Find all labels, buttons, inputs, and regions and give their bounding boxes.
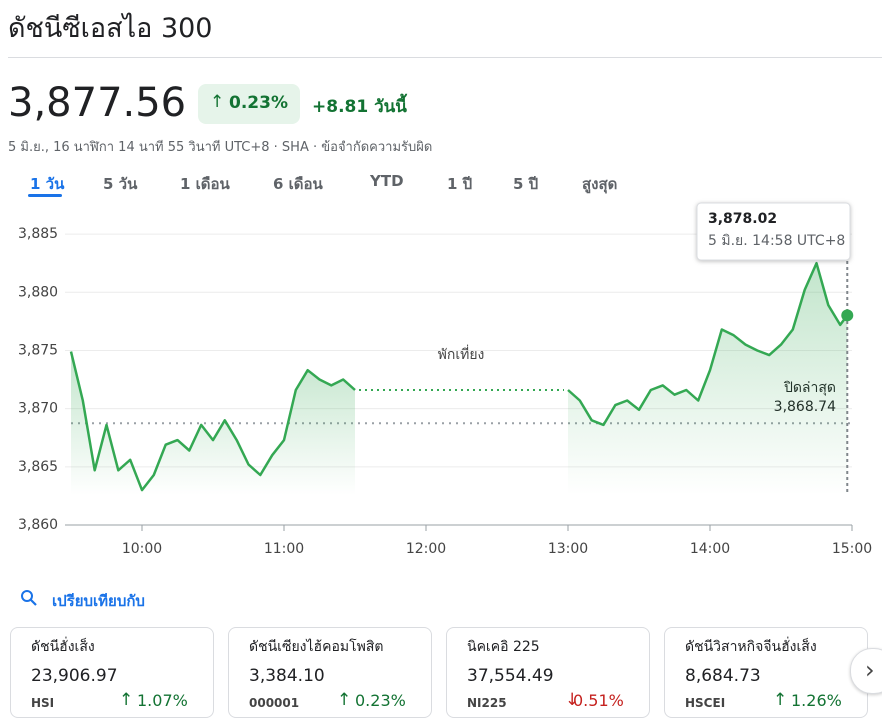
x-tick-label: 11:00 [264, 541, 304, 557]
compare-title[interactable]: เปรียบเทียบกับ [52, 592, 145, 610]
card-arrow: ↑ [337, 690, 352, 710]
tab[interactable]: YTD [370, 172, 404, 190]
y-tick-label: 3,860 [18, 517, 58, 533]
card-change: 0.51% [573, 691, 624, 710]
chart: 3,860 3,865 3,870 3,875 3,880 3,885 10:00 11:00… [18, 202, 872, 557]
y-tick-label: 3,870 [18, 401, 58, 417]
area [71, 351, 355, 495]
tab[interactable]: 1 วัน [30, 175, 65, 193]
tooltip-value: 3,878.02 [708, 211, 777, 227]
card-name: นิคเคอิ 225 [467, 639, 540, 655]
card-price: 8,684.73 [685, 666, 761, 686]
card-code: HSI [31, 696, 55, 710]
card-name: ดัชนีฮั่งเส็ง [31, 639, 95, 655]
y-tick-label: 3,865 [18, 459, 58, 475]
change-badge [198, 84, 300, 124]
card-arrow: ↓ [565, 690, 580, 710]
y-tick-label: 3,875 [18, 342, 58, 358]
card-change: 1.26% [791, 691, 842, 710]
x-tick-label: 13:00 [548, 541, 588, 557]
card-price: 23,906.97 [31, 666, 118, 686]
meta: 5 มิ.ย., 16 นาฬิกา 14 นาที 55 วินาที UTC… [8, 140, 433, 155]
up-arrow: ↑ [210, 92, 225, 112]
y-tick-label: 3,885 [18, 226, 58, 242]
card-name: ดัชนีเซียงไฮ้คอมโพสิต [249, 639, 384, 655]
compare-card[interactable]: ดัชนีฮั่งเส็ง 23,906.97 HSI ↑ 1.07% [10, 627, 214, 718]
compare-card[interactable]: ดัชนีเซียงไฮ้คอมโพสิต 3,384.10 000001 ↑ 0.23… [228, 627, 432, 718]
tab[interactable]: 6 เดือน [273, 175, 323, 193]
change-pct: 0.23% [229, 93, 288, 113]
card-price: 37,554.49 [467, 666, 554, 686]
tab[interactable]: 5 วัน [103, 175, 138, 193]
card-arrow: ↑ [773, 690, 788, 710]
tab[interactable]: 1 ปี [447, 175, 473, 193]
card-change: 1.07% [137, 691, 188, 710]
compare-card[interactable]: นิคเคอิ 225 37,554.49 NI225 ↓ 0.51% [446, 627, 650, 718]
compare-card[interactable]: ดัชนีวิสาหกิจจีนฮั่งเส็ง 8,684.73 HSCEI ↑ 1.… [664, 627, 868, 718]
tab[interactable]: 5 ปี [513, 175, 539, 193]
x-tick-label: 14:00 [690, 541, 730, 557]
tooltip-time: 5 มิ.ย. 14:58 UTC+8 [708, 233, 845, 249]
annotation: พักเที่ยง [438, 345, 485, 363]
card-change: 0.23% [355, 691, 406, 710]
x-tick-label: 12:00 [406, 541, 446, 557]
tooltip [696, 202, 851, 261]
card-code: NI225 [467, 696, 507, 710]
divider [8, 57, 882, 58]
x-tick-label: 15:00 [832, 541, 872, 557]
search-icon [21, 590, 37, 606]
title: ดัชนีซีเอสไอ 300 [8, 13, 213, 44]
card-code: HSCEI [685, 696, 726, 710]
hover-dot [841, 309, 854, 322]
price: 3,877.56 [8, 80, 187, 126]
x-tick-label: 10:00 [122, 541, 162, 557]
change-abs: +8.81 วันนี้ [312, 97, 407, 117]
y-tick-label: 3,880 [18, 284, 58, 300]
tab[interactable]: 1 เดือน [180, 175, 230, 193]
tab-underline [28, 194, 62, 197]
line [567, 261, 849, 427]
card-arrow: ↑ [119, 690, 134, 710]
line [69, 351, 356, 492]
tab[interactable]: สูงสุด [582, 175, 618, 193]
next-button[interactable]: › [850, 648, 882, 694]
card-code: 000001 [249, 696, 300, 710]
card-name: ดัชนีวิสาหกิจจีนฮั่งเส็ง [685, 639, 817, 655]
card-price: 3,384.10 [249, 666, 325, 686]
